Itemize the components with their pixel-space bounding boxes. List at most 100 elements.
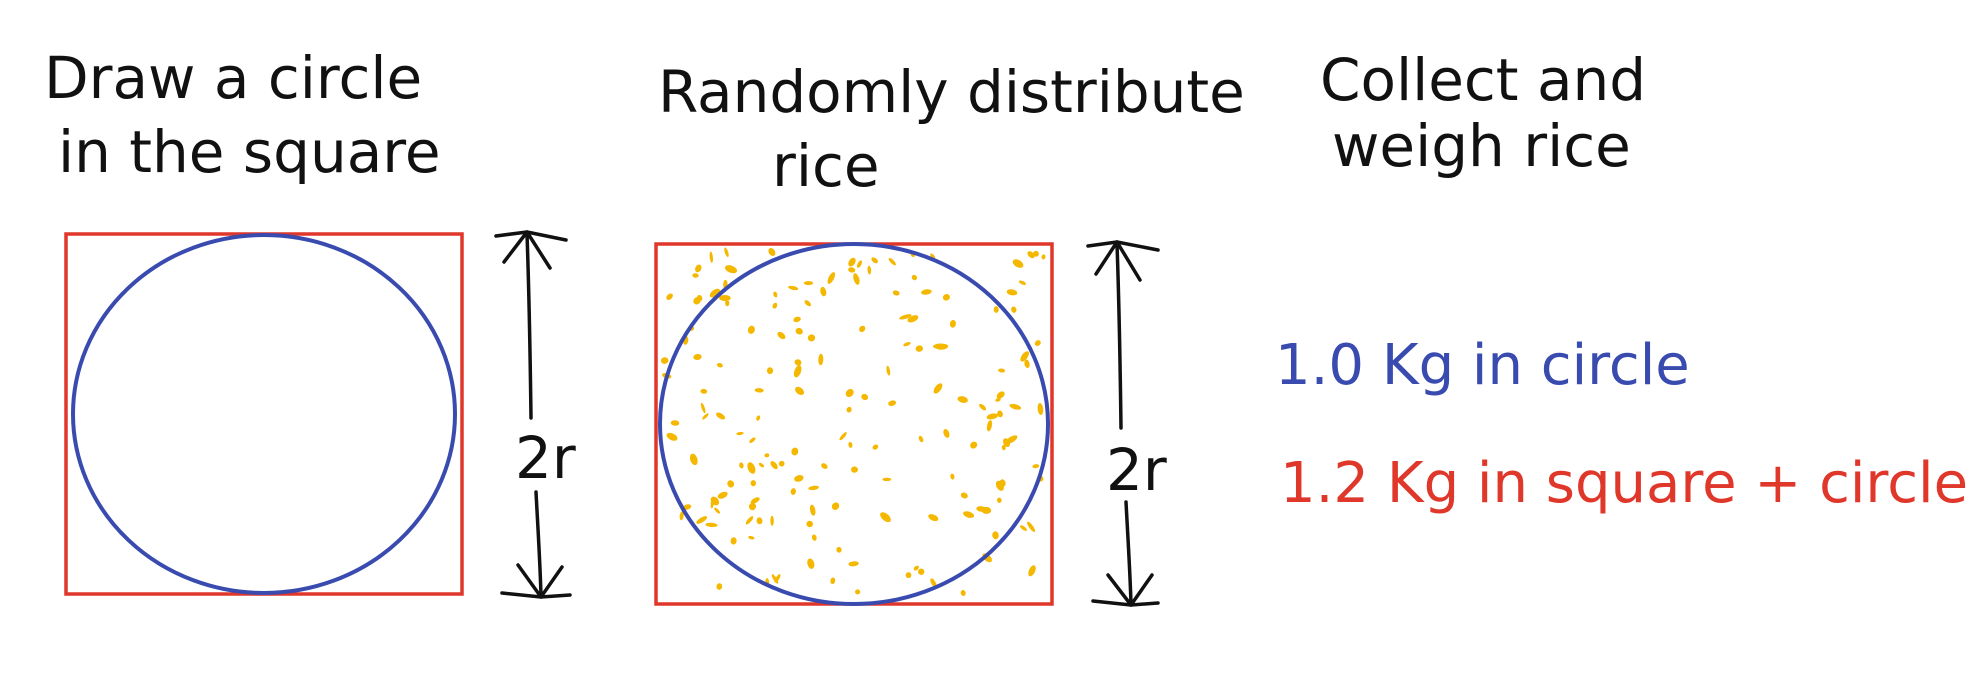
step-3: Collect and weigh rice 1.0 Kg in circle … <box>1275 46 1968 516</box>
rice-grain <box>913 565 919 571</box>
rice-grain <box>995 480 1004 491</box>
rice-grain <box>848 267 856 273</box>
rice-grain <box>697 294 703 302</box>
rice-grain <box>1027 251 1035 259</box>
rice-grain <box>986 413 999 420</box>
rice-grain <box>930 578 937 588</box>
rice-grain <box>714 507 721 514</box>
step-1-square <box>64 232 464 596</box>
rice-grains <box>660 247 1046 596</box>
rice-grain <box>727 480 735 488</box>
rice-grain <box>777 331 786 340</box>
rice-grain <box>899 314 912 320</box>
rice-grain <box>918 568 925 575</box>
rice-grain <box>848 257 856 267</box>
rice-grain <box>756 517 763 525</box>
rice-grain <box>736 431 744 436</box>
rice-grain <box>836 546 842 553</box>
step-1-circle <box>71 233 457 595</box>
rice-grain <box>702 413 709 420</box>
rice-grain <box>700 402 706 414</box>
rice-grain <box>747 462 756 474</box>
step-3-title-line-1: Collect and <box>1320 46 1646 114</box>
rice-grain <box>827 272 836 284</box>
rice-grain <box>848 561 859 567</box>
rice-grain <box>750 497 760 504</box>
rice-grain <box>867 265 872 275</box>
rice-grain <box>808 485 819 491</box>
rice-grain <box>839 432 847 441</box>
step-1-title-line-2: in the square <box>58 118 441 186</box>
rice-grain <box>716 583 723 590</box>
rice-grain <box>818 353 824 366</box>
rice-grain <box>807 558 815 569</box>
rice-grain <box>996 497 1002 503</box>
rice-grain <box>996 391 1005 399</box>
rice-grain <box>695 264 702 273</box>
step-2-dimension-label: 2r <box>1106 436 1167 504</box>
step-2: Randomly distribute rice 2r <box>654 58 1245 607</box>
step-2-title-line-2: rice <box>772 132 880 200</box>
rice-grain <box>807 334 816 342</box>
rice-grain <box>724 247 729 258</box>
step-2-circle <box>658 242 1050 606</box>
rice-grain <box>1020 351 1029 362</box>
step-1-dimension-arrow <box>494 230 572 599</box>
rice-grain <box>716 362 723 368</box>
rice-grain <box>1034 340 1041 347</box>
rice-grain <box>888 257 896 266</box>
rice-grain <box>1006 289 1018 296</box>
result-square-weight: 1.2 Kg in square + circle <box>1280 451 1968 516</box>
rice-grain <box>880 512 891 523</box>
rice-grain <box>1027 521 1036 532</box>
rice-grain <box>666 432 678 441</box>
rice-grain <box>788 285 799 291</box>
rice-grain <box>750 480 757 487</box>
rice-grain <box>907 315 919 323</box>
rice-grain <box>809 504 816 516</box>
rice-grain <box>749 437 756 444</box>
rice-grain <box>770 461 778 470</box>
rice-grain <box>1002 438 1011 447</box>
rice-grain <box>754 388 764 393</box>
step-1-title-line-1: Draw a circle <box>44 44 422 112</box>
rice-grain <box>888 400 897 407</box>
result-circle-weight: 1.0 Kg in circle <box>1275 333 1690 398</box>
rice-grain <box>903 342 911 347</box>
rice-grain <box>886 365 891 376</box>
rice-grain <box>960 492 968 499</box>
rice-grain <box>716 412 726 420</box>
rice-grain <box>1009 403 1022 410</box>
rice-grain <box>771 574 779 584</box>
rice-grain <box>855 589 861 595</box>
rice-grain <box>942 294 950 301</box>
rice-grain <box>998 368 1006 373</box>
rice-grain <box>905 572 912 578</box>
rice-grain <box>921 289 932 295</box>
rice-grain <box>700 388 708 394</box>
rice-grain <box>993 306 999 313</box>
step-3-title-line-2: weigh rice <box>1332 112 1631 180</box>
rice-grain <box>739 462 744 469</box>
rice-grain <box>851 466 858 473</box>
rice-grain <box>804 300 811 307</box>
rice-grain <box>772 302 778 309</box>
rice-grain <box>995 398 1001 402</box>
rice-grain <box>918 435 924 443</box>
rice-grain <box>997 410 1003 418</box>
rice-grain <box>730 537 737 545</box>
rice-grain <box>963 511 975 518</box>
rice-grain <box>928 514 939 522</box>
rice-grain <box>793 316 801 323</box>
rice-grain <box>1024 359 1030 369</box>
rice-grain <box>1020 525 1027 531</box>
rice-grain <box>748 535 755 540</box>
rice-grain <box>830 577 836 585</box>
rice-grain <box>764 453 770 458</box>
rice-grain <box>892 290 900 296</box>
rice-grain <box>856 260 863 268</box>
rice-grain <box>778 460 785 467</box>
step-1-dimension-label: 2r <box>515 424 576 492</box>
rice-grain <box>820 286 827 297</box>
rice-grain <box>1028 565 1036 577</box>
